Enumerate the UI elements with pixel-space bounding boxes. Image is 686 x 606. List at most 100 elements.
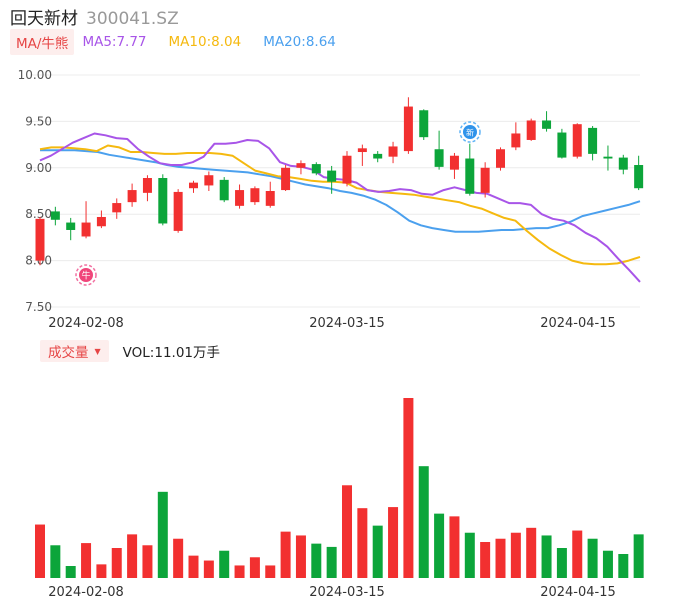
candle-body — [219, 179, 229, 201]
candle-body — [81, 222, 91, 237]
candle-body — [542, 120, 552, 129]
volume-bar — [295, 535, 306, 578]
new-marker-dot — [463, 125, 477, 139]
volume-bar — [326, 546, 337, 578]
volume-bar — [342, 485, 352, 578]
candle-body — [127, 190, 137, 203]
y-tick-label: 10.00 — [18, 68, 52, 82]
volume-bar — [127, 534, 138, 578]
stock-name: 回天新材 — [10, 9, 78, 29]
bull-marker-text: 牛 — [81, 270, 90, 282]
volume-bar — [35, 524, 45, 578]
y-tick-label: 9.00 — [25, 161, 52, 175]
volume-bar — [418, 466, 429, 578]
candle-body — [235, 190, 245, 206]
volume-bar — [495, 538, 506, 578]
volume-legend: 成交量 ▼ VOL:11.01万手 — [40, 340, 220, 362]
candle-body — [142, 178, 152, 193]
candle-body — [480, 167, 490, 193]
volume-indicator-selector[interactable]: 成交量 ▼ — [40, 340, 109, 362]
volume-bar — [157, 491, 168, 578]
candle-body — [557, 132, 567, 158]
volume-bar — [357, 508, 368, 578]
volume-bar — [142, 545, 153, 578]
candle-body — [189, 182, 198, 189]
candle-body — [388, 146, 398, 157]
volume-bar — [618, 554, 629, 578]
volume-bar — [572, 530, 583, 578]
candle-body — [311, 164, 321, 174]
candle-body — [173, 191, 183, 231]
new-marker-text: 新 — [466, 128, 474, 138]
volume-bar — [265, 565, 276, 578]
candle-body — [496, 149, 505, 168]
candle-body — [419, 110, 429, 138]
candle-body — [327, 170, 337, 182]
bull-marker-icon: 牛 — [75, 264, 97, 286]
candle-body — [158, 178, 168, 224]
stock-header: 回天新材 300041.SZ — [10, 4, 179, 29]
volume-bar — [173, 538, 184, 578]
candle-body — [281, 167, 291, 191]
y-tick-label: 7.50 — [25, 300, 52, 314]
x-date-label: 2024-02-08 — [48, 316, 124, 331]
candle-body — [265, 191, 275, 206]
bull-marker-ring — [75, 264, 97, 286]
ma-indicator-selector[interactable]: MA/牛熊 — [10, 29, 75, 55]
volume-bar — [480, 542, 491, 578]
volume-bar — [219, 550, 230, 578]
volume-bar — [65, 566, 76, 578]
bull-marker-dot — [79, 268, 93, 282]
volume-bar — [464, 532, 475, 578]
ma10-line — [39, 144, 641, 266]
candle-body — [511, 133, 521, 148]
x-date-label: 2024-04-15 — [540, 585, 616, 600]
volume-bar — [311, 543, 322, 578]
candle-body — [357, 148, 367, 153]
stock-code: 300041.SZ — [86, 9, 179, 29]
candle-body — [572, 124, 582, 157]
candle-body — [588, 127, 598, 154]
candle-body — [342, 155, 352, 184]
candle-body — [634, 165, 644, 189]
x-date-label: 2024-02-08 — [48, 585, 124, 600]
volume-value: VOL:11.01万手 — [122, 345, 220, 361]
volume-bar — [388, 507, 399, 578]
x-date-label: 2024-04-15 — [540, 316, 616, 331]
volume-tag-label: 成交量 — [48, 345, 89, 361]
volume-bar — [541, 535, 552, 578]
x-date-label: 2024-03-15 — [309, 585, 385, 600]
volume-bar — [403, 398, 414, 578]
candle-body — [465, 158, 475, 194]
volume-bar — [556, 548, 567, 578]
volume-bar — [50, 545, 61, 578]
volume-bar — [81, 543, 92, 578]
volume-bar — [602, 550, 613, 578]
candle-body — [373, 153, 383, 159]
volume-bar — [280, 531, 291, 578]
volume-bar — [111, 548, 122, 578]
ma5-line — [39, 132, 641, 283]
volume-bar — [587, 538, 598, 578]
volume-bar — [633, 534, 644, 578]
candle-body — [35, 218, 45, 261]
ma10-value: MA10:8.04 — [168, 34, 242, 50]
candle-body — [112, 203, 122, 213]
volume-bar — [203, 560, 214, 578]
volume-bar — [434, 513, 445, 578]
y-tick-label: 9.50 — [25, 114, 52, 128]
volume-bar — [249, 557, 260, 578]
volume-bar — [526, 527, 537, 578]
ma5-value: MA5:7.77 — [82, 34, 147, 50]
ma-legend: MA/牛熊 MA5:7.77 MA10:8.04 MA20:8.64 — [10, 29, 336, 55]
x-date-label: 2024-03-15 — [309, 316, 385, 331]
candle-body — [603, 156, 613, 159]
candle-body — [526, 120, 536, 140]
candle-body — [434, 149, 444, 167]
candle-body — [403, 106, 413, 152]
volume-bar — [96, 564, 107, 578]
candle-body — [618, 157, 628, 170]
candle-body — [66, 222, 76, 230]
ma20-value: MA20:8.64 — [263, 34, 336, 50]
